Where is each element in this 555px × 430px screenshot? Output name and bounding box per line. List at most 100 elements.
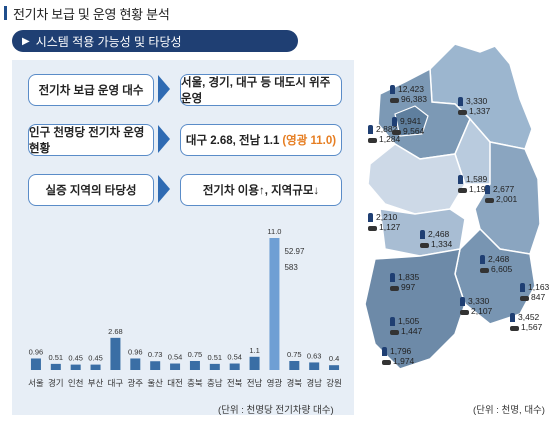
bar-충남 <box>209 363 220 370</box>
car-icon <box>458 187 467 193</box>
category-label: 서울 <box>28 378 44 388</box>
vehicle-count-value: 2,107 <box>471 306 493 317</box>
population-value: 3,330 <box>466 96 488 106</box>
car-icon <box>390 329 399 335</box>
person-icon <box>458 97 463 107</box>
bar-value-label: 0.96 <box>29 347 44 356</box>
korea-map: 12,423 96,383 3,330 1,337 2,882 1,284 9,941 9,5… <box>360 24 550 410</box>
row-1-right-box: 서울, 경기, 대구 등 대도시 위주 운영 <box>180 74 342 106</box>
row-1-left-box: 전기차 보급 운영 대수 <box>28 74 154 106</box>
row-3-left-label: 실증 지역의 타당성 <box>45 185 137 197</box>
bar-value-label: 0.45 <box>68 354 83 363</box>
population-value: 1,835 <box>398 272 420 282</box>
person-icon <box>420 230 425 240</box>
person-icon <box>382 347 387 357</box>
car-icon <box>390 285 399 291</box>
person-icon <box>368 213 373 223</box>
car-icon <box>480 267 489 273</box>
person-icon <box>485 185 490 195</box>
map-region-stat: 9,941 9,564 <box>392 116 424 136</box>
population-value: 2,468 <box>488 254 510 264</box>
car-icon <box>520 295 529 301</box>
person-icon <box>392 117 397 127</box>
page-title: 전기차 보급 및 운영 현황 분석 <box>13 6 170 22</box>
bar-울산 <box>150 361 161 370</box>
population-value: 1,163 <box>528 282 550 292</box>
bar-value-label: 0.75 <box>188 350 203 359</box>
analysis-panel <box>12 60 354 415</box>
category-label: 강원 <box>326 378 342 388</box>
bar-경북 <box>289 361 300 370</box>
population-value: 3,330 <box>468 296 490 306</box>
vehicle-count-value: 9,564 <box>403 126 425 137</box>
region-jeonnam <box>364 248 466 370</box>
row-3-right-label: 전기차 이용↑, 지역규모↓ <box>202 185 320 197</box>
bar-value-label: 2.68 <box>108 327 123 336</box>
population-value: 12,423 <box>398 84 424 94</box>
person-icon <box>460 297 465 307</box>
category-label: 광주 <box>127 378 143 388</box>
bar-value-label: 0.4 <box>329 354 339 363</box>
category-label: 울산 <box>147 378 163 388</box>
vehicle-count-value: 1,284 <box>379 134 401 145</box>
population-value: 2,468 <box>428 229 450 239</box>
vehicle-count-value: 96,383 <box>401 94 427 105</box>
bar-chart-svg: 0.96 서울 0.51 경기 0.45 인천 0.45 부산 2.68 대구 0.96 광주 0.73… <box>28 227 342 388</box>
category-label: 영광 <box>267 378 283 388</box>
map-region-stat: 3,330 1,337 <box>458 96 490 116</box>
car-icon <box>392 129 401 135</box>
bar-영광 <box>269 238 280 370</box>
bar-부산 <box>90 364 101 370</box>
arrow-right-icon <box>158 125 170 153</box>
bar-value-label: 0.75 <box>287 350 302 359</box>
car-icon <box>382 359 391 365</box>
bar-대전 <box>170 363 181 370</box>
map-region-stat: 1,505 1,447 <box>390 316 422 336</box>
map-region-stat: 3,330 2,107 <box>460 296 492 316</box>
region-chungnam <box>367 143 466 215</box>
map-region-stat: 3,452 1,567 <box>510 312 542 332</box>
row-2-right-highlight: (영광 11.0) <box>282 135 337 147</box>
vehicle-count-value: 6,605 <box>491 264 513 275</box>
bar-value-label: 0.96 <box>128 347 143 356</box>
vehicle-count-value: 1,127 <box>379 222 401 233</box>
vehicle-count-value: 1,199 <box>469 184 491 195</box>
row-2-right-box: 대구 2.68, 전남 1.1 (영광 11.0) <box>180 124 342 156</box>
car-icon <box>420 242 429 248</box>
bar-경남 <box>309 362 320 370</box>
person-icon <box>368 125 373 135</box>
row-1-right-label: 서울, 경기, 대구 등 대도시 위주 운영 <box>181 77 331 105</box>
category-label: 대구 <box>108 378 124 388</box>
person-icon <box>520 283 525 293</box>
category-label: 경기 <box>48 378 64 388</box>
category-label: 부산 <box>88 378 104 388</box>
category-label: 충북 <box>187 378 203 388</box>
vehicle-count-value: 1,567 <box>521 322 543 333</box>
arrow-right-icon <box>158 75 170 103</box>
bar-value-label: 0.54 <box>168 353 183 362</box>
bar-value-label: 0.54 <box>227 353 242 362</box>
car-icon <box>368 225 377 231</box>
population-value: 2,882 <box>376 124 398 134</box>
map-region-stat: 1,835 997 <box>390 272 419 292</box>
map-region-stat: 1,163 847 <box>520 282 549 302</box>
car-icon <box>390 97 399 103</box>
bar-value-label: 0.73 <box>148 350 163 359</box>
row-2-left-box: 인구 천명당 전기차 운영 현황 <box>28 124 154 156</box>
bar-강원 <box>329 365 340 370</box>
person-icon <box>458 175 463 185</box>
vehicle-count-value: 1,337 <box>469 106 491 117</box>
bar-chart: 0.96 서울 0.51 경기 0.45 인천 0.45 부산 2.68 대구 0.96 광주 0.73… <box>12 212 354 415</box>
vehicle-count-value: 1,334 <box>431 239 453 250</box>
bar-서울 <box>30 358 41 370</box>
section-banner-label: 시스템 적용 가능성 및 타당성 <box>35 34 182 49</box>
arrow-right-icon <box>158 175 170 203</box>
population-value: 9,941 <box>400 116 422 126</box>
bar-value-label: 0.51 <box>49 353 64 362</box>
population-value: 1,505 <box>398 316 420 326</box>
map-region-stat: 2,677 2,001 <box>485 184 517 204</box>
person-icon <box>390 273 395 283</box>
page-header: 전기차 보급 및 운영 현황 분석 <box>4 4 170 22</box>
bar-광주 <box>130 358 141 370</box>
car-icon <box>368 137 377 143</box>
